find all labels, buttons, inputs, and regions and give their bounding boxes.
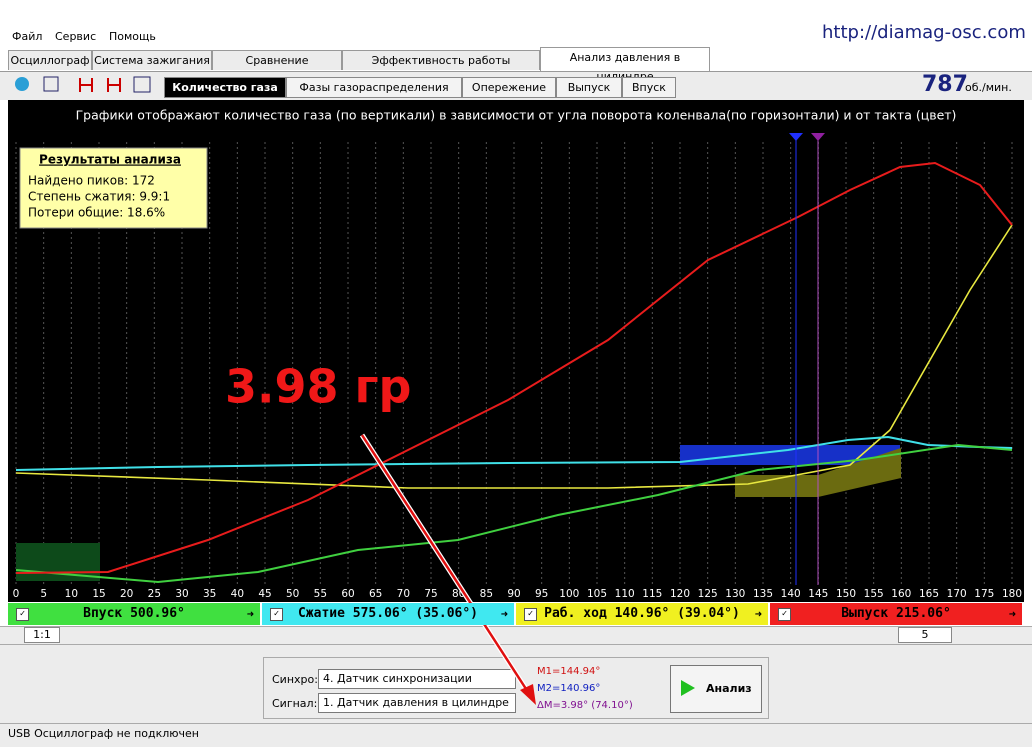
x-tick-label: 55 [314, 588, 327, 600]
subtab[interactable]: Выпуск [556, 77, 622, 98]
x-tick-label: 0 [13, 588, 20, 600]
x-tick-label: 170 [947, 588, 967, 600]
page-number[interactable]: 5 [898, 627, 952, 643]
results-title: Результаты анализа [39, 153, 181, 167]
phase-label: Впуск 500.96° [83, 606, 185, 621]
subtab[interactable]: Опережение [462, 77, 556, 98]
x-tick-label: 50 [286, 588, 299, 600]
x-tick-label: 85 [480, 588, 493, 600]
phase-segment[interactable]: ✓ Раб. ход 140.96° (39.04°) ➜ [516, 603, 768, 625]
x-tick-label: 10 [65, 588, 78, 600]
x-tick-label: 70 [397, 588, 410, 600]
menu-item[interactable]: Файл [12, 30, 43, 43]
x-tick-label: 175 [974, 588, 994, 600]
x-tick-label: 155 [864, 588, 884, 600]
x-tick-label: 35 [203, 588, 216, 600]
x-tick-label: 5 [40, 588, 47, 600]
signal-label: Сигнал: [272, 697, 318, 710]
x-tick-label: 150 [836, 588, 856, 600]
play-icon [681, 680, 695, 696]
x-tick-label: 15 [92, 588, 105, 600]
zoom[interactable]: 1:1 [24, 627, 60, 643]
x-tick-label: 80 [452, 588, 465, 600]
results-line: Степень сжатия: 9.9:1 [28, 190, 170, 204]
subtab[interactable]: Фазы газораспределения [286, 77, 462, 98]
checkbox[interactable]: ✓ [778, 608, 791, 621]
arrow-icon: ➜ [754, 607, 762, 621]
arrow-icon: ➜ [246, 607, 254, 621]
checkbox[interactable]: ✓ [524, 608, 537, 621]
checkbox[interactable]: ✓ [16, 608, 29, 621]
x-tick-label: 105 [587, 588, 607, 600]
x-tick-label: 30 [175, 588, 188, 600]
x-tick-label: 95 [535, 588, 548, 600]
toolbar-icons [15, 76, 151, 93]
phase-segment[interactable]: ✓ Выпуск 215.06° ➜ [770, 603, 1022, 625]
annotation: 3.98 гр [225, 360, 411, 414]
x-tick-label: 90 [507, 588, 520, 600]
x-tick-label: 125 [698, 588, 718, 600]
rpm-unit: об./мин. [965, 81, 1012, 94]
results-line: Найдено пиков: 172 [28, 174, 155, 188]
x-tick-label: 130 [725, 588, 745, 600]
x-tick-label: 145 [808, 588, 828, 600]
menu-item[interactable]: Сервис [55, 30, 97, 43]
arrow-icon: ➜ [500, 607, 508, 621]
signal-select[interactable]: 1. Датчик давления в цилиндре [318, 693, 516, 713]
url: http://diamag-osc.com [822, 22, 1026, 43]
x-tick-label: 75 [424, 588, 437, 600]
x-tick-label: 45 [258, 588, 271, 600]
tab[interactable]: Система зажигания [92, 50, 212, 70]
sync-label: Синхро: [272, 673, 318, 686]
tab[interactable]: Осциллограф [8, 50, 92, 70]
results-line: Потери общие: 18.6% [28, 206, 165, 220]
x-tick-label: 65 [369, 588, 382, 600]
tab[interactable]: Сравнение цилиндров [212, 50, 342, 86]
tab[interactable]: Эффективность работы цилиндров [342, 50, 540, 86]
rpm-value: 787 [922, 72, 968, 97]
phase-label: Выпуск 215.06° [841, 606, 951, 621]
marker-m2: M2=140.96° [537, 683, 601, 694]
x-tick-label: 100 [559, 588, 579, 600]
menu-item[interactable]: Помощь [109, 30, 156, 43]
sync-select[interactable]: 4. Датчик синхронизации [318, 669, 516, 689]
phase-segment[interactable]: ✓ Впуск 500.96° ➜ [8, 603, 260, 625]
x-tick-label: 20 [120, 588, 133, 600]
x-tick-label: 160 [891, 588, 911, 600]
chart: Графики отображают количество газа (по в… [8, 100, 1024, 602]
scroll-bar[interactable] [0, 626, 1032, 644]
marker-delta: ΔM=3.98° (74.10°) [537, 700, 633, 711]
x-tick-label: 40 [231, 588, 244, 600]
x-tick-label: 165 [919, 588, 939, 600]
status-text: USB Осциллограф не подключен [8, 727, 199, 740]
arrow-icon: ➜ [1008, 607, 1016, 621]
x-tick-label: 25 [148, 588, 161, 600]
x-tick-label: 140 [781, 588, 801, 600]
x-tick-label: 135 [753, 588, 773, 600]
tab[interactable]: Анализ давления в цилиндре [540, 47, 710, 83]
x-tick-label: 60 [341, 588, 354, 600]
marker-m1: M1=144.94° [537, 666, 601, 677]
phase-label: Раб. ход 140.96° (39.04°) [544, 606, 740, 621]
status-bar [0, 723, 1032, 747]
subtab[interactable]: Количество газа [164, 77, 286, 98]
x-tick-label: 115 [642, 588, 662, 600]
phase-label: Сжатие 575.06° (35.06°) [297, 606, 478, 621]
x-tick-label: 110 [615, 588, 635, 600]
subtab[interactable]: Впуск [622, 77, 676, 98]
x-tick-label: 120 [670, 588, 690, 600]
checkbox[interactable]: ✓ [270, 608, 283, 621]
analyze-label: Анализ [706, 682, 752, 695]
chart-title: Графики отображают количество газа (по в… [76, 108, 957, 123]
phase-segment[interactable]: ✓ Сжатие 575.06° (35.06°) ➜ [262, 603, 514, 625]
x-tick-label: 180 [1002, 588, 1022, 600]
